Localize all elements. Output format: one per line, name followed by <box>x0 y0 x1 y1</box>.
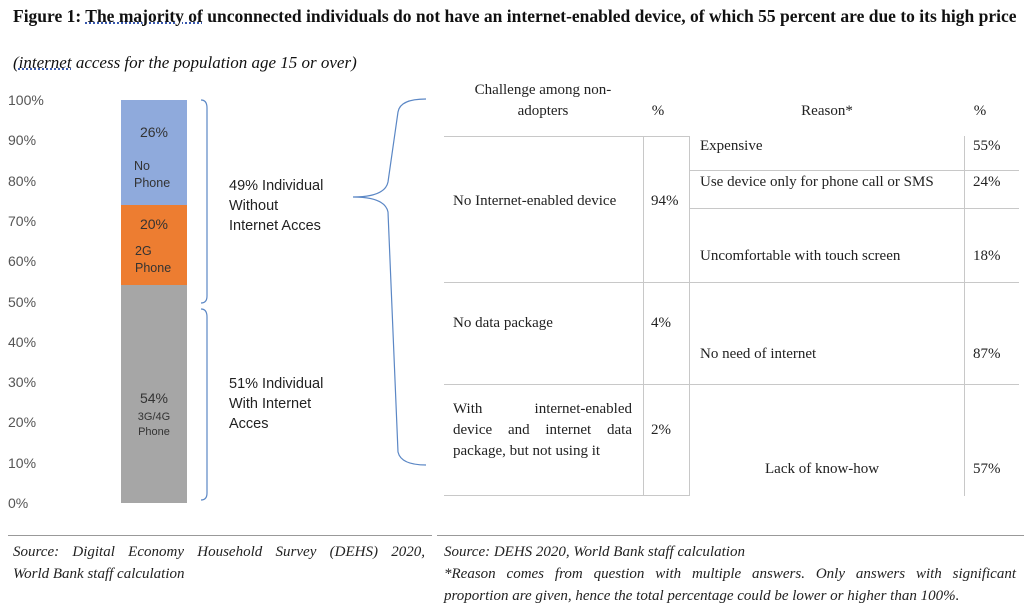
segment-name-label: 3G/4G Phone <box>121 410 187 440</box>
reason-label: Use device only for phone call or SMS <box>700 174 934 190</box>
annotation-with-line1: 51% Individual <box>229 376 324 392</box>
figure-subtitle: (internet access for the population age … <box>13 53 357 73</box>
reason-label: Expensive <box>700 138 763 154</box>
title-underlined-part: The majority of <box>85 6 203 26</box>
y-tick-label: 50% <box>8 293 37 310</box>
challenge-label-line2: device and internet data <box>453 422 632 438</box>
grid-line <box>689 208 1019 209</box>
reason-pct: 87% <box>973 346 1001 362</box>
source-left-line1: Source: Digital Economy Household Survey… <box>13 544 425 560</box>
annotation-without-line1: 49% Individual <box>229 178 324 194</box>
y-tick-label: 60% <box>8 253 37 270</box>
title-prefix: Figure 1: <box>13 6 86 26</box>
y-tick-label: 30% <box>8 374 37 391</box>
source-left: Source: Digital Economy Household Survey… <box>13 541 425 585</box>
header-challenge: Challenge among non- adopters <box>444 80 642 122</box>
grid-line <box>689 384 1019 385</box>
grid-line <box>444 384 689 385</box>
brace-without-internet <box>200 99 208 304</box>
reason-label: Lack of know-how <box>765 461 880 477</box>
reason-pct: 18% <box>973 248 1001 264</box>
header-pct2: % <box>973 103 987 119</box>
reason-pct: 24% <box>973 174 1001 190</box>
header-reason: Reason* <box>801 103 853 119</box>
source-separator <box>437 535 1024 536</box>
bar-segment-3g-4g-phone <box>121 285 187 503</box>
header-challenge-line1: Challenge among non- <box>474 82 612 98</box>
challenge-label: No Internet-enabled device <box>453 193 617 209</box>
annotation-with-internet: 51% Individual With Internet Acces <box>229 374 323 434</box>
grid-line <box>444 282 1019 283</box>
title-rest: unconnected individuals do not have an i… <box>202 6 1017 26</box>
annotation-without-line3: Internet Acces <box>229 218 321 234</box>
grid-line <box>643 136 644 495</box>
brace-challenges <box>352 98 427 466</box>
challenge-label-line3: package, but not using it <box>453 443 601 459</box>
y-tick-label: 70% <box>8 212 37 229</box>
challenge-pct: 4% <box>651 315 671 331</box>
subtitle-word: internet <box>18 53 72 72</box>
challenge-pct: 94% <box>651 193 679 209</box>
segment-name-label: No Phone <box>134 158 179 192</box>
grid-line <box>689 136 690 496</box>
segment-name-line1: 2G <box>135 243 152 258</box>
brace-with-internet <box>200 308 208 501</box>
subtitle-open: ( <box>13 53 19 72</box>
source-right: Source: DEHS 2020, World Bank staff calc… <box>444 541 1016 607</box>
y-tick-label: 20% <box>8 414 37 431</box>
y-tick-label: 90% <box>8 132 37 149</box>
reason-pct: 57% <box>973 461 1001 477</box>
header-challenge-line2: adopters <box>517 103 569 119</box>
grid-line <box>964 136 965 496</box>
y-tick-label: 100% <box>8 92 44 108</box>
challenge-label-multiline: With internet-enabled device and interne… <box>453 399 632 462</box>
y-tick-label: 40% <box>8 333 37 350</box>
segment-name-line2: Phone <box>134 176 171 190</box>
grid-line <box>444 495 689 496</box>
grid-line <box>444 136 689 137</box>
figure-title: Figure 1: The majority of unconnected in… <box>13 4 1018 28</box>
reason-label: No need of internet <box>700 346 817 362</box>
subtitle-rest: access for the population age 15 or over… <box>71 53 357 72</box>
source-right-line3: proportion are given, hence the total pe… <box>444 588 960 604</box>
header-pct1: % <box>651 103 665 119</box>
challenge-label-line1: With internet-enabled <box>453 401 632 417</box>
reason-pct: 55% <box>973 138 1001 154</box>
source-left-line2: World Bank staff calculation <box>13 566 185 582</box>
source-right-line1: Source: DEHS 2020, World Bank staff calc… <box>444 544 745 560</box>
segment-percent-label: 20% <box>139 215 169 232</box>
segment-percent-label: 54% <box>139 389 169 406</box>
annotation-without-internet: 49% Individual Without Internet Acces <box>229 176 323 236</box>
segment-name-line1: 3G/4G <box>137 410 171 423</box>
bar-segment-no-phone <box>121 100 187 205</box>
grid-line <box>689 170 1019 171</box>
annotation-without-line2: Without <box>229 198 279 214</box>
segment-percent-label: 26% <box>139 124 169 140</box>
y-tick-label: 0% <box>8 495 29 511</box>
segment-name-line2: Phone <box>135 260 172 275</box>
reason-label: Uncomfortable with touch screen <box>700 248 901 264</box>
source-right-line2: *Reason comes from question with multipl… <box>444 566 1016 582</box>
segment-name-label: 2G Phone <box>135 243 180 277</box>
y-tick-label: 10% <box>8 454 37 471</box>
segment-name-line1: No <box>134 159 150 173</box>
challenge-pct: 2% <box>651 422 671 438</box>
bar-segment-2g-phone <box>121 204 187 286</box>
source-separator <box>8 535 432 536</box>
annotation-with-line2: With Internet <box>229 396 312 412</box>
y-tick-label: 80% <box>8 172 37 189</box>
segment-name-line2: Phone <box>138 425 170 438</box>
annotation-with-line3: Acces <box>229 416 269 432</box>
challenge-label: No data package <box>453 315 553 331</box>
